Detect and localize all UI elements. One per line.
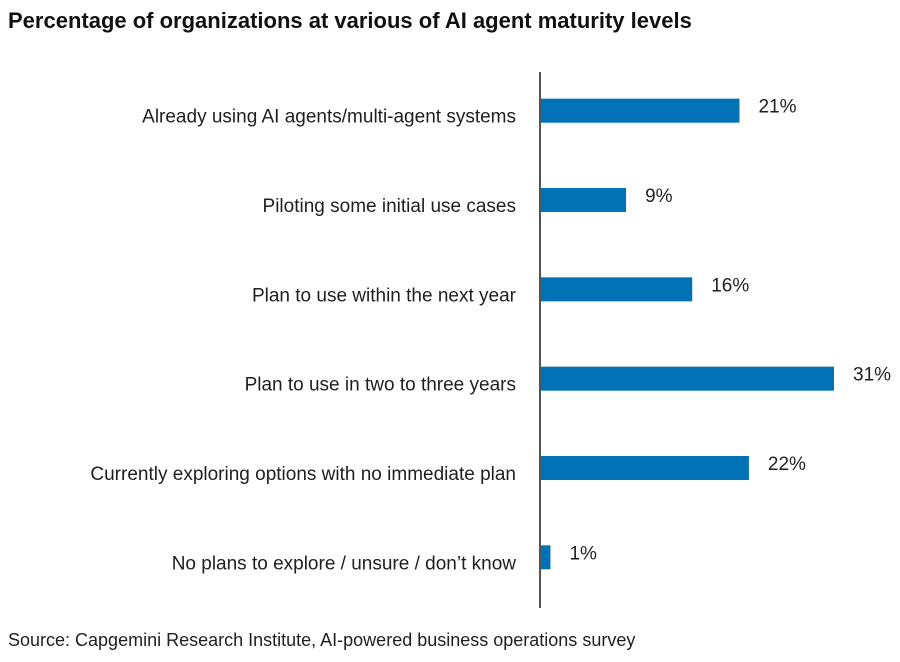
category-label: Currently exploring options with no imme…: [90, 464, 516, 485]
bar-6: [541, 545, 551, 570]
value-label: 21%: [758, 97, 796, 118]
category-label: No plans to explore / unsure / don’t kno…: [172, 553, 517, 574]
bar-3: [541, 277, 693, 302]
value-label: 1%: [569, 543, 597, 564]
category-labels: Already using AI agents/multi-agent syst…: [90, 107, 516, 575]
bar-2: [541, 188, 627, 212]
chart-title: Percentage of organizations at various o…: [8, 8, 692, 33]
value-label: 16%: [711, 275, 749, 296]
source-note: Source: Capgemini Research Institute, AI…: [8, 630, 636, 650]
bars: [541, 98, 834, 570]
value-label: 22%: [768, 454, 806, 475]
category-label: Already using AI agents/multi-agent syst…: [142, 107, 516, 128]
bar-4: [541, 366, 834, 391]
bar-1: [541, 98, 740, 123]
value-label: 9%: [645, 186, 673, 207]
bar-5: [541, 456, 749, 480]
category-label: Piloting some initial use cases: [263, 196, 516, 217]
value-label: 31%: [853, 365, 891, 386]
value-labels: 21% 9% 16% 31% 22% 1%: [569, 97, 891, 565]
category-label: Plan to use in two to three years: [245, 375, 516, 396]
category-label: Plan to use within the next year: [252, 285, 517, 306]
